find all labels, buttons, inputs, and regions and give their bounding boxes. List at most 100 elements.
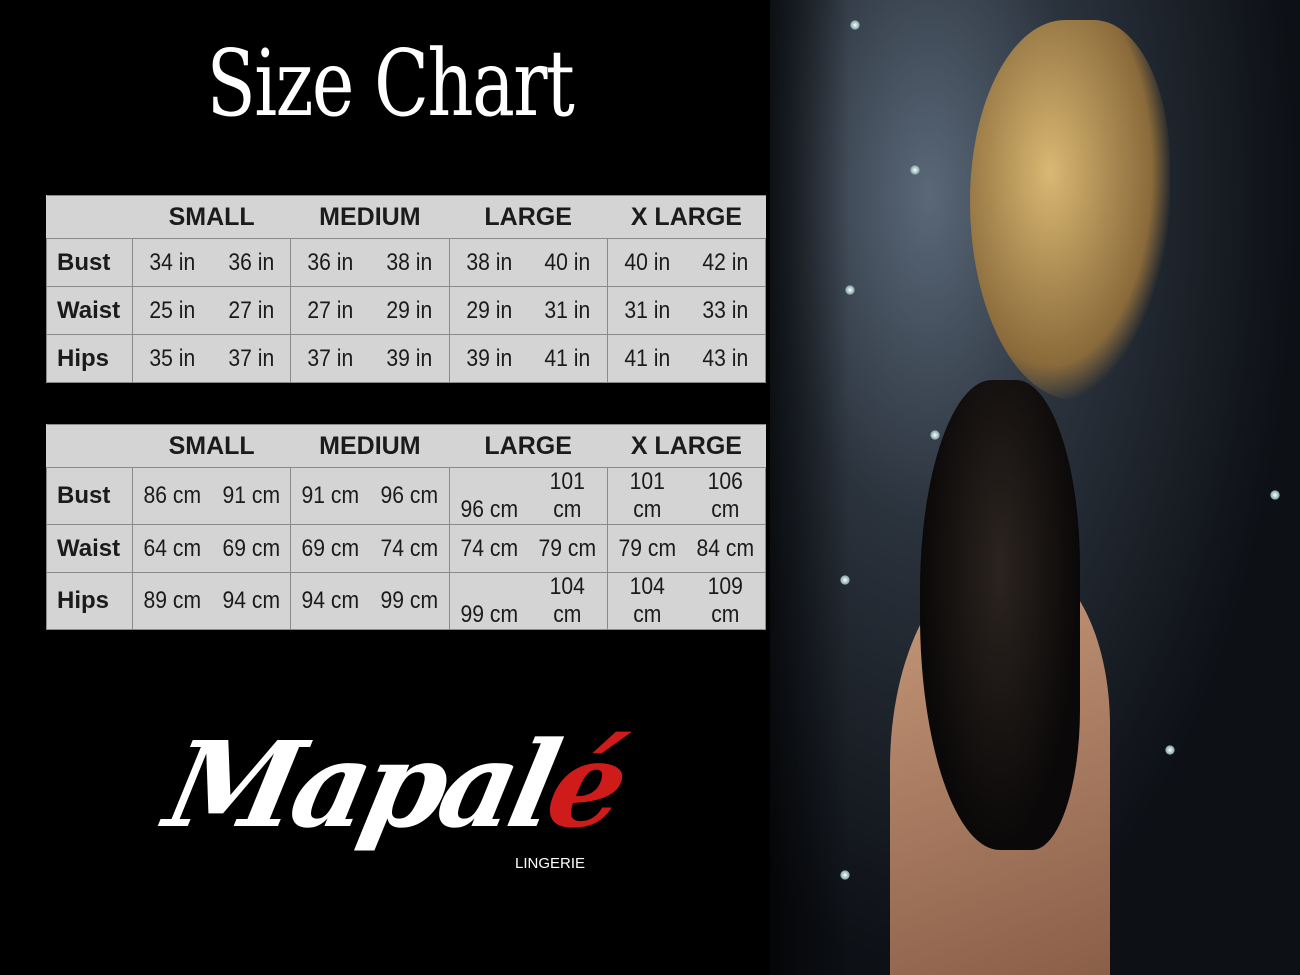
measurement-value: 96 cm: [460, 496, 518, 523]
measurement-value: 39 in: [386, 344, 433, 372]
measurement-value: 38 in: [465, 248, 512, 276]
size-cell: 79 cm 84 cm: [606, 524, 767, 573]
table-row: Hips 89 cm 94 cm 94 cm 99 cm 99 cm104 cm 104 c…: [46, 572, 767, 630]
tufting-button: [845, 285, 855, 295]
tufting-button: [1270, 490, 1280, 500]
size-cell: 74 cm 79 cm: [448, 524, 608, 573]
size-cell: 36 in 38 in: [290, 238, 450, 287]
size-cell: 101 cm 106 cm: [606, 467, 767, 525]
measurement-value: 43 in: [702, 344, 749, 372]
measurement-value: 84 cm: [696, 534, 755, 562]
photo-lace-bodysuit: [920, 380, 1080, 850]
size-header: [46, 195, 133, 239]
tufting-button: [930, 430, 940, 440]
measurement-value: 40 in: [544, 248, 591, 276]
measurement-value: 101 cm: [629, 468, 665, 523]
measurement-value: 104 cm: [629, 573, 665, 628]
measurement-value: 39 in: [465, 344, 512, 372]
measurement-label: Hips: [46, 572, 133, 630]
measurement-value: 94 cm: [222, 587, 280, 614]
size-header: X LARGE: [607, 424, 766, 468]
table-row: Waist 64 cm 69 cm 69 cm 74 cm 74 cm 79 cm 79 cm…: [46, 524, 767, 573]
size-table-inches: SMALL MEDIUM LARGE X LARGE Bust 34 in 36 in 36 …: [46, 195, 767, 383]
measurement-value: 104 cm: [549, 573, 586, 628]
size-cell: 41 in 43 in: [606, 334, 767, 383]
measurement-label: Bust: [46, 238, 133, 287]
measurement-value: 94 cm: [301, 587, 360, 614]
measurement-label: Bust: [46, 467, 133, 525]
page-title: Size Chart: [206, 30, 575, 137]
measurement-label: Hips: [46, 334, 133, 383]
tufting-button: [840, 575, 850, 585]
measurement-value: 29 in: [386, 296, 433, 324]
size-cell: 27 in 29 in: [290, 286, 450, 335]
tufting-button: [910, 165, 920, 175]
logo-text: Mapal: [155, 715, 566, 854]
size-cell: 99 cm 104 cm: [448, 572, 608, 630]
measurement-value: 27 in: [307, 296, 354, 324]
size-header: MEDIUM: [290, 195, 449, 239]
size-cell: 35 in 37 in: [131, 334, 292, 383]
measurement-value: 89 cm: [143, 587, 202, 614]
measurement-value: 99 cm: [460, 601, 518, 628]
size-header: LARGE: [449, 424, 608, 468]
measurement-label: Waist: [46, 286, 133, 335]
measurement-value: 109 cm: [708, 573, 744, 628]
measurement-value: 91 cm: [301, 482, 360, 509]
measurement-value: 37 in: [307, 344, 354, 372]
measurement-value: 79 cm: [618, 534, 676, 562]
size-cell: 39 in 41 in: [448, 334, 608, 383]
size-header: SMALL: [132, 195, 291, 239]
measurement-value: 41 in: [544, 344, 591, 372]
measurement-value: 40 in: [624, 248, 670, 276]
measurement-value: 27 in: [228, 296, 274, 324]
size-cell: 91 cm 96 cm: [290, 467, 450, 525]
brand-logo: Mapalé: [155, 715, 634, 854]
size-cell: 38 in 40 in: [448, 238, 608, 287]
measurement-value: 79 cm: [538, 534, 597, 562]
measurement-value: 34 in: [149, 248, 196, 276]
measurement-value: 35 in: [149, 344, 196, 372]
table-row: Hips 35 in 37 in 37 in 39 in 39 in 41 in 41 in 4…: [46, 334, 767, 383]
size-cell: 94 cm 99 cm: [290, 572, 450, 630]
photo-hair: [970, 20, 1170, 400]
table-row: Bust 86 cm 91 cm 91 cm 96 cm 96 cm101 cm 101 c…: [46, 467, 767, 525]
size-cell: 31 in 33 in: [606, 286, 767, 335]
measurement-value: 96 cm: [380, 482, 438, 509]
measurement-value: 74 cm: [460, 534, 518, 562]
measurement-value: 74 cm: [380, 534, 438, 562]
measurement-value: 25 in: [149, 296, 196, 324]
logo-subtitle: LINGERIE: [515, 855, 586, 872]
measurement-value: 69 cm: [222, 534, 280, 562]
size-cell: 89 cm 94 cm: [131, 572, 292, 630]
measurement-value: 29 in: [465, 296, 512, 324]
measurement-value: 31 in: [544, 296, 591, 324]
tufting-button: [1165, 745, 1175, 755]
measurement-value: 69 cm: [301, 534, 360, 562]
measurement-value: 42 in: [702, 248, 749, 276]
measurement-value: 99 cm: [380, 587, 438, 614]
header-row: SMALL MEDIUM LARGE X LARGE: [46, 195, 766, 239]
size-cell: 104 cm 109 cm: [606, 572, 767, 630]
measurement-value: 31 in: [624, 296, 670, 324]
size-cell: 34 in 36 in: [131, 238, 292, 287]
size-cell: 29 in 31 in: [448, 286, 608, 335]
measurement-value: 41 in: [624, 344, 670, 372]
measurement-value: 37 in: [228, 344, 274, 372]
size-table-cm: SMALL MEDIUM LARGE X LARGE Bust 86 cm 91 cm 91 …: [46, 424, 767, 630]
measurement-value: 101 cm: [549, 468, 586, 523]
size-cell: 64 cm 69 cm: [131, 524, 292, 573]
size-cell: 96 cm 101 cm: [448, 467, 608, 525]
measurement-value: 36 in: [307, 248, 354, 276]
measurement-value: 106 cm: [708, 468, 744, 523]
size-header: SMALL: [132, 424, 291, 468]
size-cell: 25 in 27 in: [131, 286, 292, 335]
size-header: [46, 424, 133, 468]
measurement-label: Waist: [46, 524, 133, 573]
measurement-value: 64 cm: [143, 534, 202, 562]
measurement-value: 33 in: [702, 296, 749, 324]
header-row: SMALL MEDIUM LARGE X LARGE: [46, 424, 766, 468]
measurement-value: 86 cm: [143, 482, 202, 509]
measurement-value: 38 in: [386, 248, 433, 276]
size-cell: 69 cm 74 cm: [290, 524, 450, 573]
